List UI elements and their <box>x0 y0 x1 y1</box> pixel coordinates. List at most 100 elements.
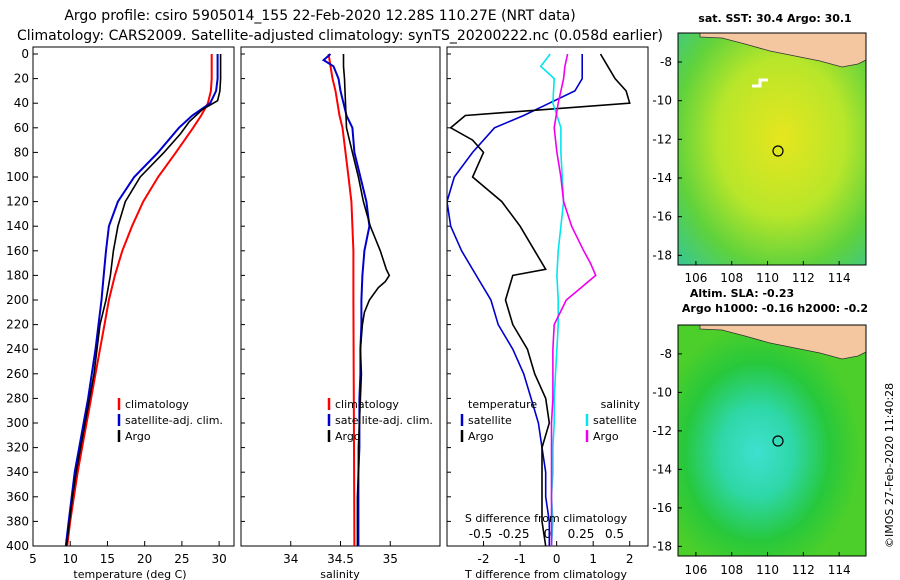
depth-tick-label: 360 <box>6 490 29 504</box>
difference-panel-frame <box>446 46 649 547</box>
s-diff-tick-label: -0.5 <box>469 527 492 541</box>
temperature-panel-frame <box>32 46 235 547</box>
s-diff-tick-label: -0.25 <box>498 527 529 541</box>
lat-tick-label: -14 <box>652 462 672 476</box>
salinity-line-climatology <box>327 53 356 546</box>
t-diff-tick-label: 1 <box>589 552 597 566</box>
lon-tick-label: 108 <box>720 271 743 285</box>
depth-tick-label: 0 <box>21 47 29 61</box>
depth-tick-label: 60 <box>14 121 29 135</box>
salinity-tick-label: 35 <box>383 552 398 566</box>
depth-tick-label: 160 <box>6 244 29 258</box>
sst-field <box>678 33 866 265</box>
sst-map-title: sat. SST: 30.4 Argo: 30.1 <box>698 12 851 25</box>
sla-map-frame <box>677 324 867 557</box>
lat-tick-label: -16 <box>652 501 672 515</box>
depth-tick-label: 340 <box>6 465 29 479</box>
lon-tick-label: 108 <box>720 563 743 577</box>
salinity-tick-label: 34 <box>283 552 298 566</box>
depth-tick-label: 320 <box>6 441 29 455</box>
s-diff-tick-label: 0 <box>544 527 552 541</box>
lat-tick-label: -10 <box>652 94 672 108</box>
argo-location-marker <box>772 435 784 447</box>
difference-legend-salinity: salinity satellite Argo <box>585 398 641 443</box>
temperature-tick-label: 10 <box>63 552 78 566</box>
t-diff-tick-label: -1 <box>514 552 526 566</box>
lon-tick-label: 110 <box>756 271 779 285</box>
lon-tick-label: 106 <box>684 563 707 577</box>
difference-legend-temperature: temperature satellite Argo <box>460 398 537 443</box>
sst-missing-data <box>752 78 768 88</box>
difference-series <box>447 53 631 546</box>
temperature-tick-label: 20 <box>137 552 152 566</box>
s-difference-label: S difference from climatology <box>465 512 628 525</box>
depth-tick-label: 260 <box>6 367 29 381</box>
lat-tick-label: -10 <box>652 385 672 399</box>
legend-label-satellite: satellite-adj. clim. <box>125 414 223 427</box>
temperature-series <box>64 54 222 546</box>
temperature-tick-label: 30 <box>211 552 226 566</box>
depth-tick-label: 280 <box>6 391 29 405</box>
sla-map <box>677 324 867 557</box>
depth-tick-label: 20 <box>14 72 29 86</box>
s-diff-tick-label: 0.5 <box>605 527 624 541</box>
sla-map-title: Altim. SLA: -0.23 <box>690 287 794 300</box>
depth-tick-label: 120 <box>6 195 29 209</box>
lon-tick-label: 114 <box>828 563 851 577</box>
figure-title-line1: Argo profile: csiro 5905014_155 22-Feb-2… <box>64 8 575 24</box>
depth-tick-label: 140 <box>6 219 29 233</box>
temperature-line-argo <box>65 54 222 546</box>
depth-tick-label: 220 <box>6 318 29 332</box>
difference-xlabel: T difference from climatology <box>464 568 627 580</box>
temperature-axis-ticks: 5 10 15 20 25 30 <box>29 541 227 566</box>
difference-line-argo <box>449 53 631 546</box>
salinity-line-argo <box>342 54 391 546</box>
depth-tick-label: 400 <box>6 539 29 553</box>
depth-tick-label: 300 <box>6 416 29 430</box>
salinity-axis-ticks: 34 34.5 35 <box>283 541 398 566</box>
legend-label-t-satellite: satellite <box>468 414 512 427</box>
legend-label-t-argo: Argo <box>468 430 494 443</box>
legend-label-argo: Argo <box>125 430 151 443</box>
sst-map-frame <box>677 32 867 266</box>
lon-tick-label: 114 <box>828 271 851 285</box>
t-diff-tick-label: 0 <box>553 552 561 566</box>
s-diff-tick-label: 0.25 <box>568 527 595 541</box>
depth-tick-label: 100 <box>6 170 29 184</box>
temperature-legend: climatology satellite-adj. clim. Argo <box>117 398 223 443</box>
legend-title-salinity: salinity <box>601 398 641 411</box>
lat-tick-label: -8 <box>660 55 672 69</box>
depth-tick-label: 180 <box>6 268 29 282</box>
temperature-xlabel: temperature (deg C) <box>73 568 186 580</box>
legend-title-temperature: temperature <box>468 398 537 411</box>
sla-map-subtitle: Argo h1000: -0.16 h2000: -0.2 <box>682 302 868 315</box>
imos-credit: ©IMOS 27-Feb-2020 11:40:28 <box>883 383 896 548</box>
depth-axis-ticks: 0 20 40 60 80 100 120 140 160 180 200 220 240 260 280 3… <box>6 47 451 553</box>
argo-location-marker <box>772 145 784 157</box>
lat-tick-label: -12 <box>652 424 672 438</box>
temperature-tick-label: 15 <box>100 552 115 566</box>
depth-tick-label: 240 <box>6 342 29 356</box>
sla-field <box>678 325 866 556</box>
depth-tick-label: 40 <box>14 96 29 110</box>
depth-tick-label: 80 <box>14 145 29 159</box>
lat-tick-label: -14 <box>652 171 672 185</box>
lon-tick-label: 112 <box>792 563 815 577</box>
difference-axis-ticks: -2 -1 0 1 2 -0.5 -0.25 0 0.25 0.5 <box>469 527 634 566</box>
legend-label-argo: Argo <box>335 430 361 443</box>
sst-map <box>677 32 867 266</box>
lat-tick-label: -16 <box>652 210 672 224</box>
difference-line-magenta <box>550 53 597 546</box>
legend-label-s-argo: Argo <box>593 430 619 443</box>
lon-tick-label: 106 <box>684 271 707 285</box>
difference-line-satellite <box>447 54 584 546</box>
lat-tick-label: -12 <box>652 132 672 146</box>
temperature-tick-label: 25 <box>174 552 189 566</box>
sla-map-ticks: 106 108 110 112 114 -8 -10 -12 -14 -16 -18 <box>652 347 850 577</box>
depth-tick-label: 380 <box>6 514 29 528</box>
legend-label-s-satellite: satellite <box>593 414 637 427</box>
legend-label-climatology: climatology <box>335 398 399 411</box>
legend-label-climatology: climatology <box>125 398 189 411</box>
salinity-xlabel: salinity <box>320 568 360 580</box>
